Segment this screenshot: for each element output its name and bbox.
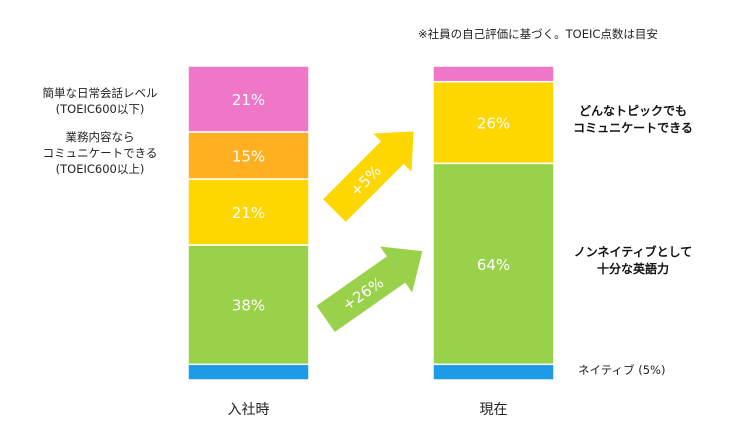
label-any-topic: どんなトピックでも コミュニケートできる [563, 103, 703, 137]
bar-segment-0-0 [187, 363, 310, 381]
label-non-native: ノンネイティブとして 十分な英語力 [563, 244, 703, 278]
label-native: ネイティブ (5%) [578, 363, 666, 377]
category-label-1: 現在 [480, 402, 508, 418]
footnote: ※社員の自己評価に基づく。TOEIC点数は目安 [418, 27, 658, 41]
label-daily-line2: (TOEIC600以下) [55, 102, 145, 116]
category-label-0: 入社時 [228, 402, 270, 418]
bar-segment-1-0 [432, 363, 555, 381]
label-business-line1: 業務内容なら [65, 130, 135, 144]
bar-segment-0-2 [187, 178, 310, 246]
label-business-line3: (TOEIC600以上) [55, 162, 145, 176]
data-label-1-1: 64% [477, 256, 510, 274]
data-label-0-2: 21% [232, 204, 265, 222]
bar-segment-0-1 [187, 244, 310, 366]
label-non-native-line1: ノンネイティブとして [573, 245, 693, 259]
bar-segment-1-1 [432, 162, 555, 366]
data-label-0-3: 15% [232, 147, 265, 165]
label-business-communication: 業務内容なら コミュニケートできる (TOEIC600以上) [36, 129, 164, 177]
label-any-topic-line2: コミュニケートできる [573, 121, 693, 135]
bar-segment-0-3 [187, 131, 310, 180]
bar-segment-1-2 [432, 80, 555, 165]
data-label-1-2: 26% [477, 115, 510, 133]
data-label-0-4: 21% [232, 91, 265, 109]
bar-segment-0-4 [187, 65, 310, 133]
increase-arrow-upper: +5% [323, 131, 414, 222]
label-daily-line1: 簡単な日常会話レベル [42, 86, 158, 100]
increase-arrow-upper-shape [323, 131, 414, 222]
data-label-0-1: 38% [232, 297, 265, 315]
bar-segment-1-4 [432, 65, 555, 83]
label-daily-conversation: 簡単な日常会話レベル (TOEIC600以下) [36, 85, 164, 117]
increase-arrow-lower: +26% [316, 246, 423, 332]
label-business-line2: コミュニケートできる [42, 146, 158, 160]
increase-arrow-lower-shape [316, 246, 423, 332]
label-non-native-line2: 十分な英語力 [596, 262, 669, 276]
label-any-topic-line1: どんなトピックでも [578, 104, 687, 118]
